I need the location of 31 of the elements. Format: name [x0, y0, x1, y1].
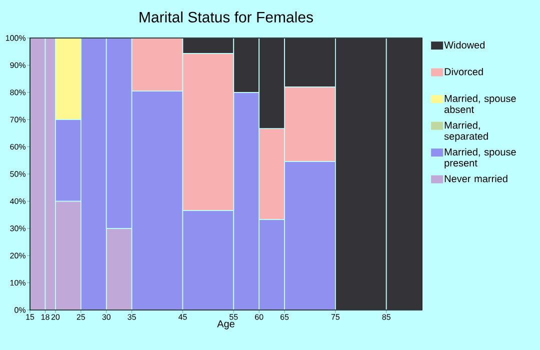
y-tick-label: 30% [10, 226, 26, 232]
x-tick-label: 25 [76, 314, 86, 320]
legend-label: Married, spouse absent [444, 94, 516, 114]
x-tick-label: 55 [230, 314, 238, 320]
legend-label: Never married [444, 174, 508, 182]
legend-label: Widowed [444, 41, 485, 49]
y-tick-label: 90% [10, 62, 26, 68]
chart-title: Marital Status for Females [140, 11, 313, 22]
x-tick-label: 60 [255, 314, 264, 320]
x-tick-label: 20 [51, 314, 60, 320]
y-tick-label: 20% [10, 252, 26, 258]
x-axis-title: Age [217, 320, 234, 330]
x-tick-label: 45 [178, 314, 187, 320]
legend-label: Married, separated [444, 121, 488, 142]
x-tick-label: 18 [41, 314, 50, 320]
y-tick-label: 60% [10, 144, 26, 150]
x-tick-label: 35 [128, 314, 136, 320]
x-tick-label: 65 [280, 314, 289, 320]
y-tick-label: 0% [14, 307, 26, 313]
y-tick-label: 80% [10, 90, 26, 96]
x-tick-label: 85 [382, 314, 390, 320]
y-tick-label: 70% [10, 116, 26, 122]
legend-label: Divorced [444, 68, 483, 76]
y-tick-label: 10% [10, 280, 26, 286]
x-tick-label: 30 [102, 314, 111, 320]
x-tick-label: 15 [26, 314, 34, 320]
y-tick-label: 50% [10, 171, 26, 177]
legend-label: Married, spouse present [444, 148, 516, 168]
y-tick-label: 40% [10, 198, 26, 204]
y-tick-label: 100% [6, 35, 26, 41]
x-tick-label: 75 [331, 314, 340, 320]
